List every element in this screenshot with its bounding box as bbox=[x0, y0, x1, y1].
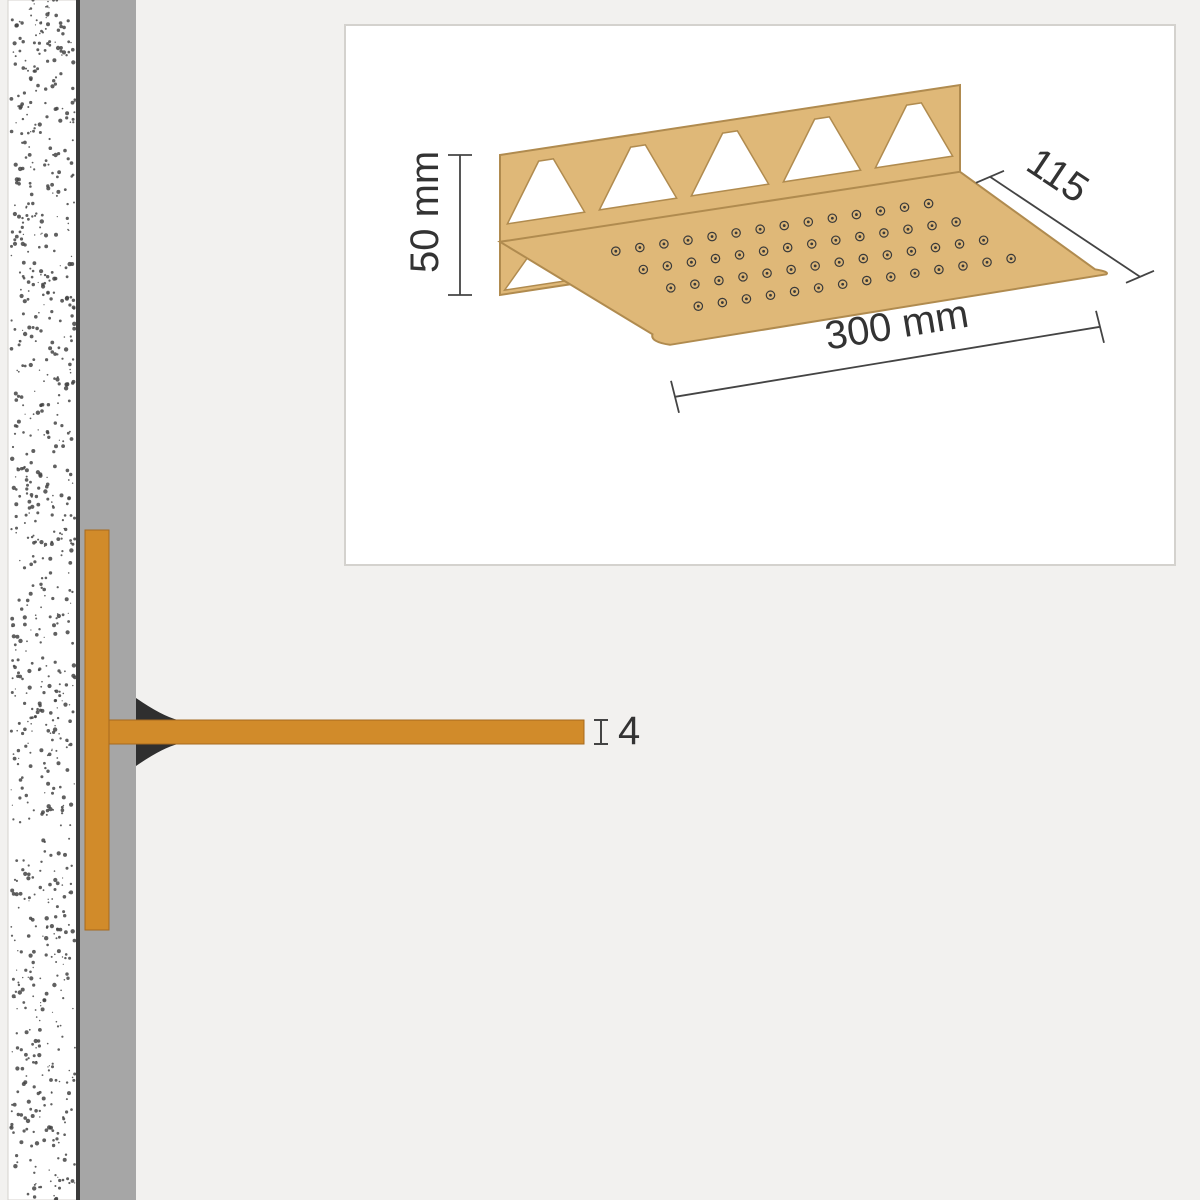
shelf-diagram: 450 mm300 mm115 bbox=[0, 0, 1200, 1200]
height-label: 50 mm bbox=[403, 151, 447, 273]
thickness-label: 4 bbox=[618, 709, 640, 753]
